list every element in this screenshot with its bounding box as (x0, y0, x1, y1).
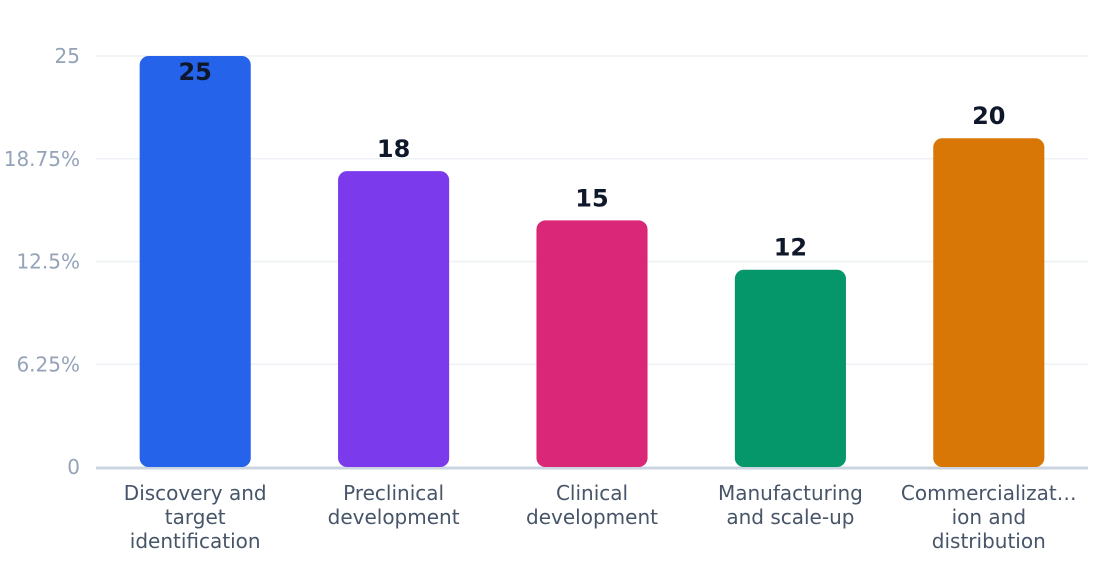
y-axis-ticks: 0 6.25% 12.5% 18.75% 25 (4, 44, 80, 479)
x-category-label: Clinical development (526, 481, 658, 529)
x-category-label: Discovery and target identification (124, 481, 267, 553)
x-category-label-line: and scale-up (726, 505, 854, 529)
bar-value-label: 18 (377, 135, 410, 163)
bar-value-label: 12 (774, 234, 807, 262)
x-category-label-line: Preclinical (343, 481, 444, 505)
bar-value-label: 15 (575, 184, 608, 212)
x-category-label: Manufacturing and scale-up (718, 481, 863, 529)
bar (536, 220, 648, 467)
x-category-label-line: distribution (932, 529, 1046, 553)
x-category-label: Commercializat… ion and distribution (901, 481, 1077, 553)
y-tick-label: 18.75% (4, 147, 80, 171)
x-category-label-line: Manufacturing (718, 481, 863, 505)
x-category-label-line: Clinical (556, 481, 628, 505)
y-tick-label: 12.5% (16, 250, 80, 274)
y-tick-label: 25 (55, 44, 80, 68)
value-labels: 25 18 15 12 20 (178, 58, 1005, 262)
x-category-label-line: identification (130, 529, 261, 553)
y-tick-label: 6.25% (16, 352, 80, 376)
bars (139, 56, 1045, 467)
x-category-label-line: Discovery and (124, 481, 267, 505)
bar (933, 138, 1045, 467)
bar-value-label: 20 (972, 102, 1005, 130)
x-category-label: Preclinical development (328, 481, 460, 529)
bar-value-label: 25 (178, 58, 211, 86)
x-category-label-line: target (165, 505, 226, 529)
x-category-label-line: Commercializat… (901, 481, 1077, 505)
x-category-label-line: ion and (952, 505, 1026, 529)
bar (139, 56, 251, 467)
x-category-label-line: development (526, 505, 658, 529)
bar (734, 269, 846, 467)
gridlines (96, 55, 1088, 470)
x-axis-categories: Discovery and target identification Preclin… (124, 481, 1077, 553)
x-category-label-line: development (328, 505, 460, 529)
y-tick-label: 0 (67, 455, 80, 479)
bar (338, 171, 450, 467)
